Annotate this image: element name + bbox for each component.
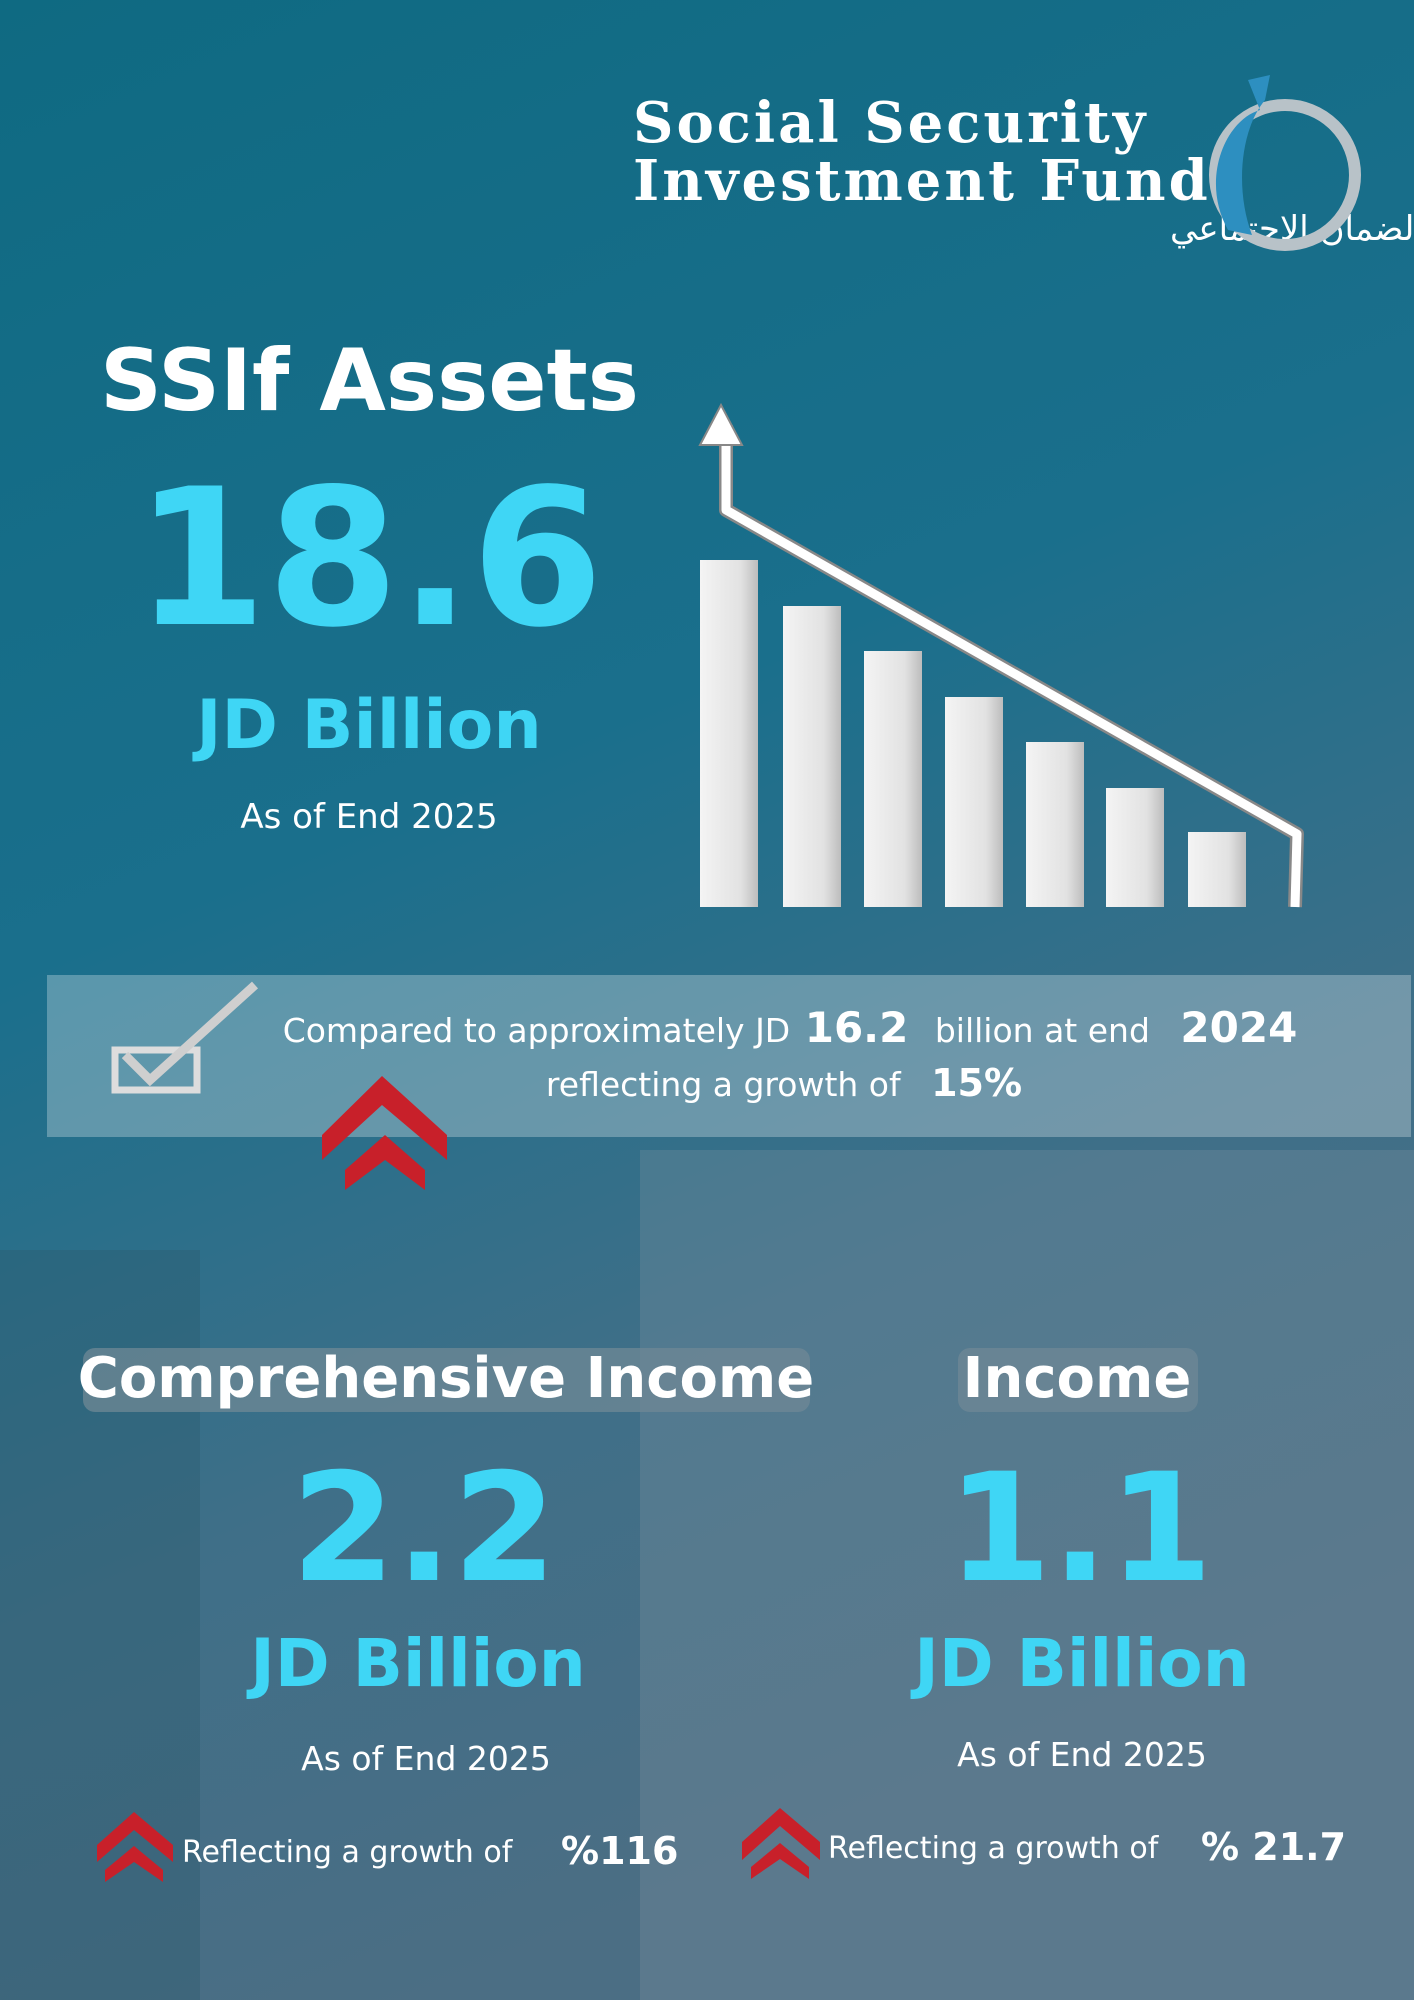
comparison-line2: reflecting a growth of 15%: [546, 1061, 1022, 1105]
chevron: [97, 1812, 173, 1862]
growth-chevrons: [322, 1076, 447, 1190]
assets-unit: JD Billion: [192, 686, 542, 765]
logo-line1: Social Security: [633, 90, 1148, 156]
income-chevrons: [742, 1808, 820, 1879]
income-growth: % 21.7: [1201, 1825, 1346, 1869]
comparison-banner: [47, 975, 1411, 1137]
deco-arrow-head: [698, 402, 744, 446]
deco-bar: [700, 560, 758, 907]
deco-bar: [864, 651, 922, 907]
income-unit: JD Billion: [910, 1625, 1249, 1702]
assets-title: SSIf Assets: [100, 331, 639, 431]
decorative-bars: [698, 402, 1304, 908]
income-title-pill: [958, 1348, 1198, 1412]
deco-bar: [783, 606, 841, 907]
ci-value: 2.2: [291, 1442, 557, 1616]
comparison-text: billion at end: [935, 1011, 1150, 1050]
chevron: [105, 1846, 163, 1882]
ci-growth: %116: [561, 1829, 678, 1873]
logo-ring: [1209, 99, 1361, 251]
ci-title-pill: [83, 1348, 810, 1412]
chevron: [345, 1135, 425, 1190]
previous-year: 2024: [1180, 1003, 1297, 1052]
check-mark: [121, 981, 259, 1087]
ci-growth-text: Reflecting a growth of: [182, 1835, 514, 1870]
income-date: As of End 2025: [957, 1735, 1207, 1774]
comparison-text: reflecting a growth of: [546, 1065, 902, 1104]
ci-date: As of End 2025: [301, 1739, 551, 1778]
previous-value: 16.2: [805, 1003, 909, 1052]
assets-value: 18.6: [135, 448, 604, 669]
assets-date: As of End 2025: [240, 797, 497, 837]
deco-bar: [945, 697, 1003, 907]
logo-arrow: [1215, 75, 1270, 235]
comparison-line1: Compared to approximately JD 16.2 billio…: [283, 1003, 1298, 1052]
ci-chevrons: [97, 1812, 173, 1882]
ci-title: Comprehensive Income: [78, 1346, 815, 1411]
deco-bar: [1188, 832, 1246, 907]
deco-bar: [1026, 742, 1084, 907]
chevron: [322, 1076, 447, 1160]
income-title: Income: [963, 1346, 1192, 1411]
chevron: [742, 1808, 820, 1860]
income-growth-text: Reflecting a growth of: [828, 1831, 1160, 1866]
comparison-text: Compared to approximately JD: [283, 1011, 791, 1050]
check-icon: [111, 981, 259, 1094]
comparison-growth: 15%: [931, 1061, 1022, 1105]
chevron: [751, 1843, 809, 1879]
deco-bar: [1106, 788, 1164, 907]
check-box: [111, 1046, 201, 1094]
income-value: 1.1: [947, 1442, 1213, 1616]
ci-unit: JD Billion: [246, 1625, 585, 1702]
deco-arrow: [721, 425, 1302, 908]
logo-line2: Investment Fund: [633, 148, 1211, 214]
